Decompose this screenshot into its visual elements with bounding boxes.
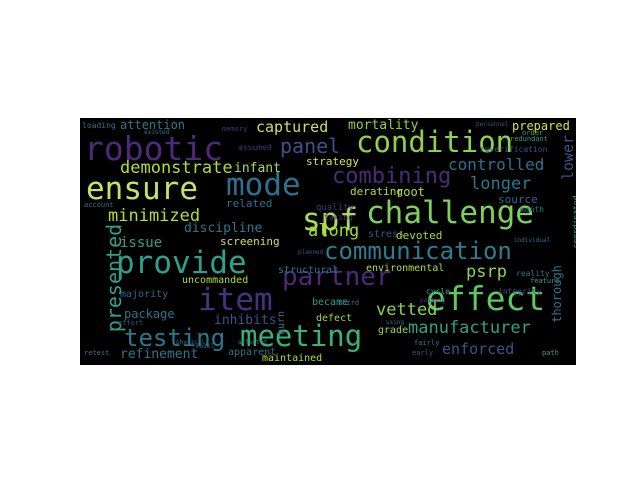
word-physical: physical	[176, 339, 205, 346]
word-issue: issue	[120, 235, 163, 251]
word-derating: derating	[350, 185, 403, 198]
word-using: using	[386, 319, 405, 326]
word-taking: taking	[324, 213, 353, 222]
word-attention: attention	[120, 118, 186, 132]
word-screening: screening	[220, 235, 280, 248]
word-retest: retest	[84, 349, 110, 357]
word-third: third	[338, 299, 360, 307]
word-cloud: robotic condition ensure mode combining …	[80, 118, 576, 365]
word-meeting: meeting	[240, 319, 363, 353]
word-assumed: assumed	[238, 143, 272, 152]
word-account: account	[84, 201, 114, 209]
word-uncommanded: uncommanded	[182, 275, 249, 286]
word-challenge: challenge	[366, 195, 534, 231]
word-existed: existed	[144, 129, 170, 136]
word-effect: effect	[426, 279, 546, 318]
word-partner: partner	[282, 262, 392, 292]
word-lower: lower	[559, 134, 576, 181]
word-combining: combining	[332, 164, 452, 189]
word-early: early	[412, 349, 434, 357]
word-captured: captured	[256, 118, 329, 136]
word-devoted: devoted	[396, 229, 443, 242]
word-condition: condition	[356, 125, 514, 159]
word-integrity: integrity	[498, 287, 542, 296]
word-testing: testing	[124, 324, 226, 352]
word-model: model	[196, 343, 215, 350]
word-order: order	[522, 129, 544, 137]
word-path: path	[542, 349, 559, 357]
word-minimized: minimized	[108, 206, 201, 226]
word-affected: affected	[238, 339, 267, 346]
word-along: along	[308, 221, 360, 241]
word-enforced: enforced	[442, 340, 515, 358]
word-spf: spf	[302, 202, 358, 238]
word-month: month	[520, 205, 545, 214]
word-feature: feature	[530, 277, 560, 285]
word-apparent: apparent	[228, 347, 277, 358]
word-package: package	[124, 307, 175, 321]
word-provide: provide	[116, 245, 247, 281]
word-majority: majority	[120, 289, 169, 300]
word-psrp: psrp	[466, 262, 507, 282]
word-became: became	[312, 297, 349, 308]
word-planned: planned	[298, 249, 324, 256]
word-personnel: personnel	[476, 121, 509, 128]
word-vetted: vetted	[376, 300, 438, 320]
word-grade: grade	[378, 325, 409, 336]
word-root: root	[396, 185, 425, 199]
word-source: source	[498, 193, 538, 206]
word-demonstrate: demonstrate	[120, 158, 233, 178]
word-manufacturer: manufacturer	[408, 318, 531, 338]
word-memory: memory	[222, 125, 248, 133]
word-defect: defect	[316, 313, 353, 324]
word-longer: longer	[470, 174, 532, 194]
word-effort: effort	[118, 319, 144, 327]
word-mode: mode	[226, 167, 301, 203]
word-individual: individual	[514, 237, 551, 244]
word-reality: reality	[516, 269, 550, 278]
word-cycle: cycle	[426, 287, 451, 296]
word-item: item	[198, 282, 273, 318]
word-prepared: prepared	[512, 119, 570, 133]
word-communication: communication	[324, 237, 512, 265]
word-loading: loading	[82, 121, 116, 130]
word-quality: quality	[316, 203, 354, 213]
word-controlled: controlled	[448, 155, 545, 174]
word-related: related	[226, 197, 273, 210]
word-burn: burn	[276, 310, 288, 336]
word-thorough: thorough	[549, 265, 564, 323]
word-environmental: environmental	[366, 263, 445, 274]
word-coordinated: coordinated	[571, 195, 576, 249]
word-stress: stress	[368, 229, 405, 240]
word-passing: passing	[420, 297, 446, 304]
word-ensure: ensure	[86, 171, 198, 207]
word-mortality: mortality	[348, 118, 419, 133]
word-inhibits: inhibits	[214, 313, 277, 328]
word-robotic: robotic	[84, 129, 224, 168]
word-structural: structural	[278, 265, 339, 276]
word-reverification: reverification	[480, 145, 548, 154]
word-panel: panel	[280, 134, 341, 158]
word-discipline: discipline	[184, 221, 263, 236]
word-maintained: maintained	[262, 353, 323, 364]
word-fairly: fairly	[414, 339, 440, 347]
word-refinement: refinement	[120, 347, 199, 362]
word-redundant: redundant	[510, 135, 548, 143]
word-strategy: strategy	[306, 155, 359, 168]
word-infant: infant	[234, 161, 281, 176]
